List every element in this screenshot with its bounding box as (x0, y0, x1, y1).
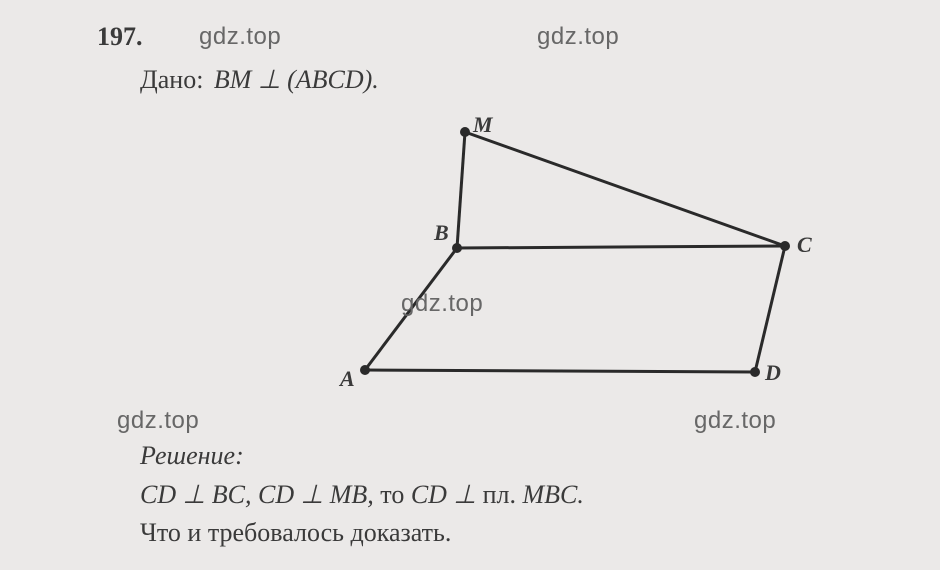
solution-line-1: CD ⊥ BC, CD ⊥ MB, то CD ⊥ пл. MBC. (140, 480, 584, 510)
label-A: A (340, 366, 355, 392)
given-content: BM ⊥ (ABCD). (214, 65, 379, 94)
sol-cd-bc: CD ⊥ BC, CD ⊥ MB, (140, 480, 374, 509)
sol-cd-perp: CD ⊥ (411, 480, 476, 509)
diagram-svg (345, 120, 825, 400)
watermark-bottom-1: gdz.top (117, 407, 199, 435)
given-line: Дано: BM ⊥ (ABCD). (140, 65, 379, 95)
edge-BC (457, 246, 785, 248)
watermark-bottom-2: gdz.top (694, 407, 776, 435)
edge-AD (365, 370, 755, 372)
label-D: D (765, 360, 781, 386)
watermark-top-2: gdz.top (537, 23, 619, 51)
problem-number: 197. (97, 22, 143, 52)
sol-word-pl: пл. (476, 480, 522, 509)
point-A (360, 365, 370, 375)
watermark-middle: gdz.top (401, 290, 483, 318)
sol-word-to: то (374, 480, 411, 509)
geometry-diagram: M B C A D (345, 120, 825, 400)
point-B (452, 243, 462, 253)
watermark-top-1: gdz.top (199, 23, 281, 51)
point-C (780, 241, 790, 251)
edge-MC (465, 132, 785, 246)
solution-line-2: Что и требовалось доказать. (140, 518, 451, 548)
label-B: B (434, 220, 449, 246)
given-label: Дано: (140, 65, 203, 94)
point-D (750, 367, 760, 377)
solution-label: Решение: (140, 441, 244, 471)
edge-CD (755, 246, 785, 372)
sol-mbc: MBC. (523, 480, 584, 509)
edge-MB (457, 132, 465, 248)
label-M: M (473, 112, 493, 138)
point-M (460, 127, 470, 137)
label-C: C (797, 232, 812, 258)
